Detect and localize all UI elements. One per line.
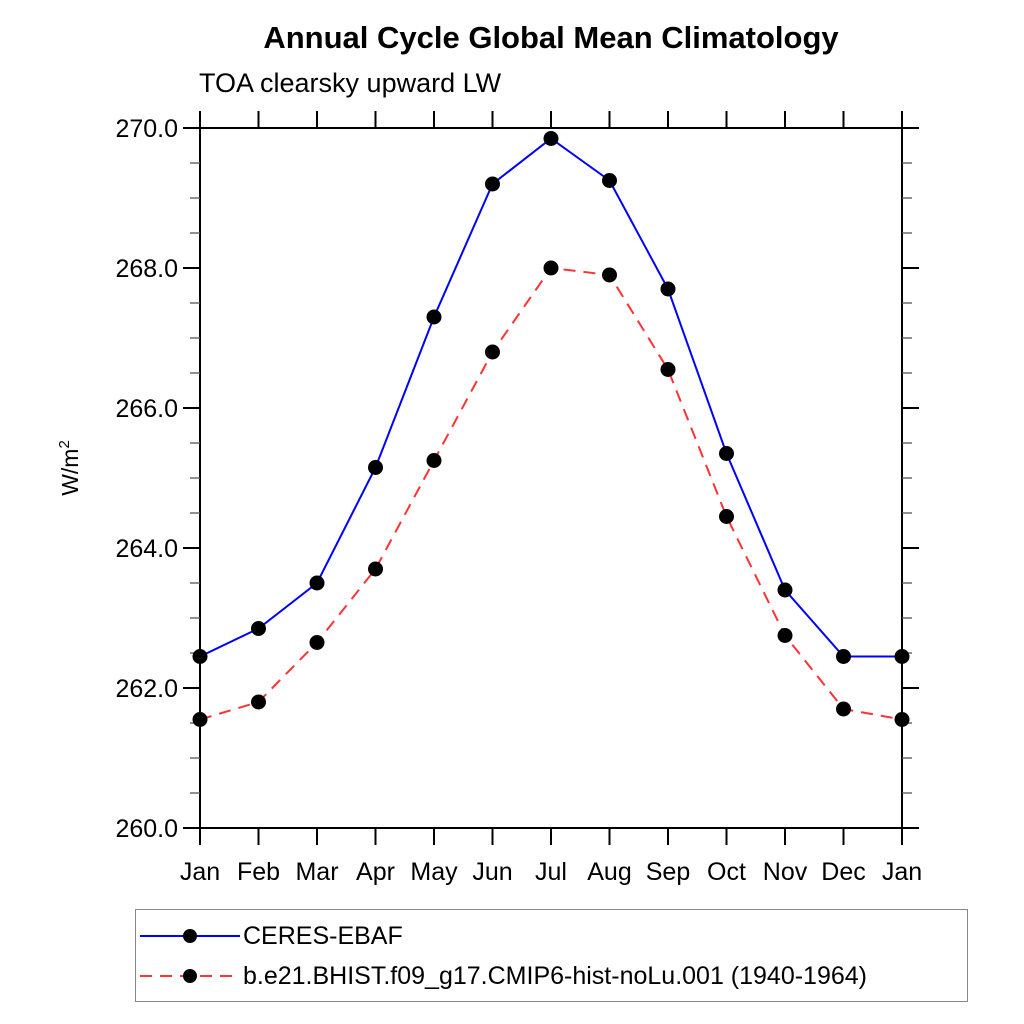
data-point-marker xyxy=(192,712,208,727)
data-point-marker xyxy=(602,267,617,283)
x-tick-label: Jun xyxy=(472,858,512,886)
legend-sample-marker xyxy=(183,929,197,943)
axis-box xyxy=(199,127,903,829)
data-point-marker xyxy=(660,281,676,297)
data-point-marker xyxy=(309,635,325,650)
x-tick-label: Jan xyxy=(882,858,922,886)
data-point-marker xyxy=(894,649,910,664)
y-tick-label: 264.0 xyxy=(115,535,178,563)
x-tick-label: Nov xyxy=(763,858,808,886)
y-tick-label: 268.0 xyxy=(115,255,178,283)
x-tick-label: May xyxy=(410,858,458,886)
data-point-marker xyxy=(485,344,500,360)
legend-line-sample-dashed xyxy=(140,969,240,983)
data-point-marker xyxy=(368,561,383,577)
x-tick-label: Jan xyxy=(180,858,220,886)
y-tick-label: 260.0 xyxy=(115,815,178,843)
y-tick-label: 266.0 xyxy=(115,395,178,423)
chart-subtitle: TOA clearsky upward LW xyxy=(199,68,502,98)
x-tick-label: Apr xyxy=(356,858,395,886)
legend: CERES-EBAF b.e21.BHIST.f09_g17.CMIP6-his… xyxy=(135,909,968,1002)
series-line-0 xyxy=(199,137,902,658)
data-point-marker xyxy=(836,649,851,664)
page-title: Annual Cycle Global Mean Climatology xyxy=(263,20,839,55)
data-point-marker xyxy=(426,309,442,325)
legend-label: CERES-EBAF xyxy=(243,921,403,950)
x-tick-label: Jul xyxy=(535,858,567,886)
data-point-marker xyxy=(719,509,734,524)
legend-line-sample-solid xyxy=(140,929,240,943)
data-point-marker xyxy=(777,582,793,598)
legend-label: b.e21.BHIST.f09_g17.CMIP6-hist-noLu.001 … xyxy=(243,961,867,990)
legend-item: CERES-EBAF xyxy=(136,916,967,956)
x-tick-label: Aug xyxy=(587,858,631,886)
data-point-marker xyxy=(836,701,851,717)
data-point-marker xyxy=(777,628,793,643)
data-point-marker xyxy=(368,460,383,475)
x-tick-label: Mar xyxy=(295,858,338,886)
data-point-marker xyxy=(426,453,442,468)
x-tick-label: Dec xyxy=(821,858,865,886)
data-point-marker xyxy=(251,694,266,710)
data-point-marker xyxy=(309,575,325,591)
y-tick-label: 262.0 xyxy=(115,675,178,703)
data-point-marker xyxy=(192,649,208,664)
data-point-marker xyxy=(660,362,676,377)
data-point-marker xyxy=(719,446,734,461)
legend-item: b.e21.BHIST.f09_g17.CMIP6-hist-noLu.001 … xyxy=(136,956,967,996)
x-tick-label: Feb xyxy=(237,858,280,886)
data-point-marker xyxy=(543,131,559,146)
data-point-marker xyxy=(602,173,617,188)
y-tick-label: 270.0 xyxy=(115,115,178,143)
data-point-marker xyxy=(543,260,559,276)
x-tick-label: Sep xyxy=(646,858,690,886)
data-point-marker xyxy=(251,621,266,636)
x-tick-label: Oct xyxy=(707,858,746,886)
legend-sample-marker xyxy=(183,969,197,983)
data-point-marker xyxy=(894,712,910,727)
data-point-marker xyxy=(485,176,500,192)
series-line-1 xyxy=(199,266,903,721)
